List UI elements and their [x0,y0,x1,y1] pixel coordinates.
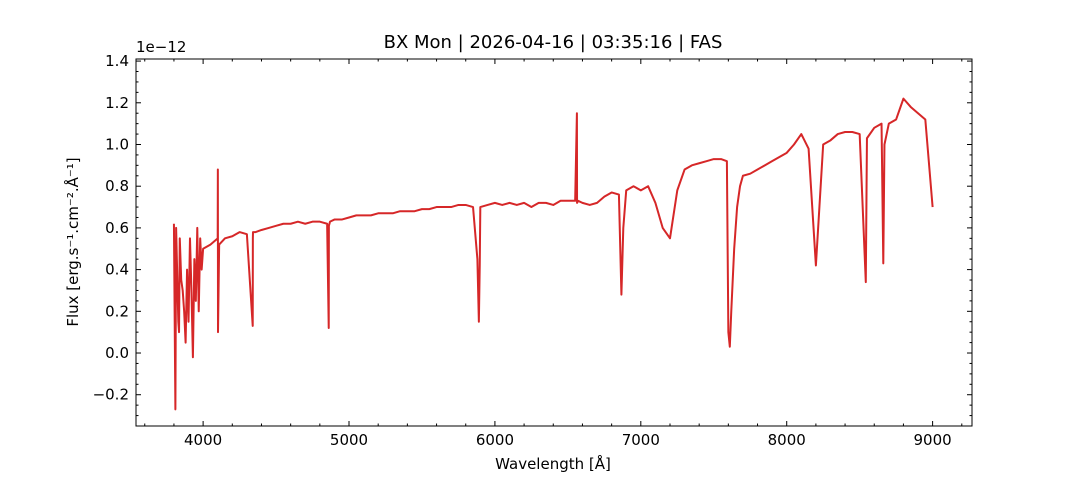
y-tick-label: 1.2 [105,94,129,112]
y-tick-label: 1.0 [105,135,129,153]
y-tick-label: 0.4 [105,261,129,279]
y-offset-text: 1e−12 [136,38,186,56]
y-axis-label: Flux [erg.s⁻¹.cm⁻².Å⁻¹] [63,157,82,326]
x-axis: 4000 5000 6000 7000 8000 9000 [144,59,963,449]
x-axis-label: Wavelength [Å] [495,454,611,473]
y-tick-label: 0.0 [105,344,129,362]
x-tick-label: 7000 [622,431,660,449]
y-tick-label: 1.4 [105,52,129,70]
x-tick-label: 8000 [768,431,806,449]
x-tick-label: 6000 [476,431,514,449]
y-axis: −0.2 0.0 0.2 0.4 0.6 0.8 1.0 1.2 1.4 [93,52,972,417]
y-tick-label: 0.2 [105,302,129,320]
spectrum-line-0 [172,97,934,411]
y-tick-label: 0.6 [105,219,129,237]
axes-frame [135,58,973,427]
x-tick-label: 9000 [914,431,952,449]
x-tick-label: 5000 [330,431,368,449]
chart-title: BX Mon | 2026-04-16 | 03:35:16 | FAS [384,32,723,53]
x-tick-label: 4000 [184,431,222,449]
y-tick-label: −0.2 [93,386,129,404]
plot-area [172,97,934,411]
y-tick-label: 0.8 [105,177,129,195]
